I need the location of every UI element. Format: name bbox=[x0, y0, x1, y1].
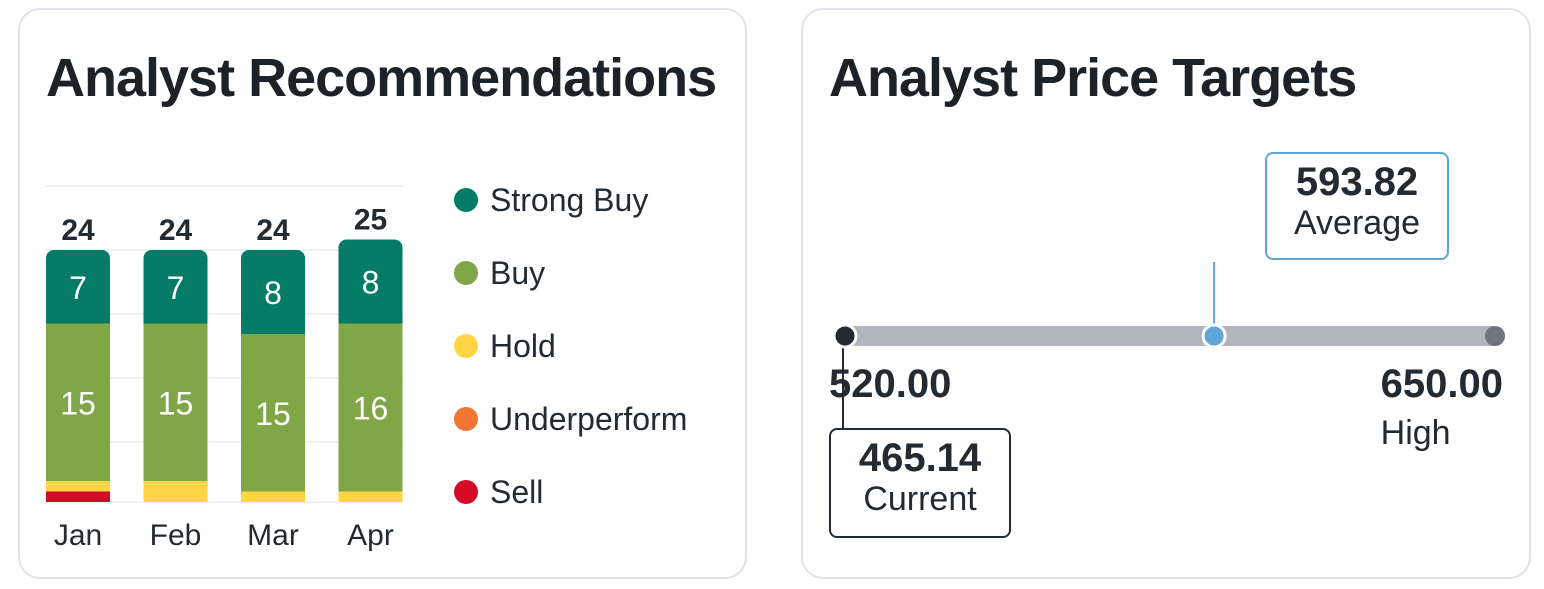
average-target-box: 593.82 Average bbox=[1265, 152, 1449, 260]
current-price-name: Current bbox=[863, 480, 977, 518]
data-label: 15 bbox=[158, 385, 194, 421]
bar-segment-buy bbox=[338, 323, 403, 492]
tick-label: Mar bbox=[247, 519, 299, 552]
bar-segment-hold bbox=[46, 481, 110, 492]
recommendations-chart: 15 7 24 Jan 15 7 24 Feb 15 8 24 Mar 16 8 25 Apr bbox=[46, 185, 403, 552]
average-target-name: Average bbox=[1293, 204, 1421, 242]
bar-segment-hold bbox=[143, 481, 208, 502]
bar-segment-strong-buy bbox=[143, 250, 208, 324]
data-label: 7 bbox=[167, 270, 185, 306]
legend-label: Strong Buy bbox=[490, 181, 649, 218]
tick-label: Apr bbox=[347, 519, 394, 552]
total-label: 25 bbox=[354, 204, 387, 237]
tick-label: Jan bbox=[54, 519, 102, 552]
legend-item-strong-buy: Strong Buy bbox=[454, 182, 648, 218]
analyst-recommendations-card: Analyst Recommendations 15 7 24 Jan 15 7 24 Feb… bbox=[18, 8, 747, 579]
bar-jan: 15 7 bbox=[46, 250, 110, 502]
bar-apr: 16 8 bbox=[338, 239, 403, 502]
low-target-label: 520.00 bbox=[829, 362, 951, 406]
legend-dot-icon bbox=[454, 261, 478, 285]
tick-label: Feb bbox=[150, 519, 202, 552]
total-label: 24 bbox=[61, 214, 95, 247]
low-target-dot bbox=[832, 323, 858, 349]
bar-segment-hold bbox=[338, 491, 403, 502]
bar-segment-strong-buy bbox=[338, 239, 403, 324]
data-label: 8 bbox=[362, 265, 380, 301]
high-target-label: 650.00 High bbox=[1381, 362, 1503, 452]
legend-dot-icon bbox=[454, 334, 478, 358]
low-target-value: 520.00 bbox=[829, 362, 952, 406]
average-target-value: 593.82 bbox=[1295, 160, 1419, 204]
bar-segment-hold bbox=[241, 491, 305, 502]
average-target-dot bbox=[1201, 323, 1227, 349]
price-targets-title: Analyst Price Targets bbox=[829, 48, 1357, 108]
recommendations-title: Analyst Recommendations bbox=[46, 48, 717, 108]
high-target-dot bbox=[1485, 326, 1505, 346]
legend-dot-icon bbox=[454, 407, 478, 431]
data-label: 15 bbox=[60, 385, 96, 421]
data-label: 16 bbox=[353, 391, 389, 427]
legend-label: Hold bbox=[490, 327, 556, 364]
legend-item-underperform: Underperform bbox=[454, 401, 687, 437]
legend-label: Buy bbox=[490, 254, 546, 291]
bar-segment-buy bbox=[143, 323, 208, 481]
bar-segment-strong-buy bbox=[46, 250, 110, 324]
legend-item-hold: Hold bbox=[454, 328, 556, 364]
bar-segment-sell bbox=[46, 491, 110, 502]
total-label: 24 bbox=[159, 214, 193, 247]
bar-segment-buy bbox=[241, 334, 305, 492]
bar-feb: 15 7 bbox=[143, 250, 208, 502]
bar-segment-strong-buy bbox=[241, 250, 305, 334]
total-label: 24 bbox=[256, 214, 290, 247]
data-label: 7 bbox=[69, 270, 87, 306]
legend-item-sell: Sell bbox=[454, 474, 543, 510]
legend-dot-icon bbox=[454, 188, 478, 212]
data-label: 8 bbox=[264, 275, 282, 311]
high-target-value: 650.00 bbox=[1380, 362, 1503, 406]
legend-dot-icon bbox=[454, 480, 478, 504]
price-targets-chart bbox=[832, 262, 1505, 430]
legend-label: Underperform bbox=[490, 400, 688, 437]
bar-mar: 15 8 bbox=[241, 250, 305, 502]
analyst-price-targets-card: Analyst Price Targets 520.00 650.00 High… bbox=[801, 8, 1531, 579]
high-target-name: High bbox=[1380, 414, 1451, 452]
current-price-box: 465.14 Current bbox=[829, 428, 1011, 538]
current-price-value: 465.14 bbox=[858, 436, 982, 480]
legend-item-buy: Buy bbox=[454, 255, 545, 291]
bar-segment-buy bbox=[46, 323, 110, 481]
legend-label: Sell bbox=[490, 473, 544, 510]
data-label: 15 bbox=[255, 396, 291, 432]
